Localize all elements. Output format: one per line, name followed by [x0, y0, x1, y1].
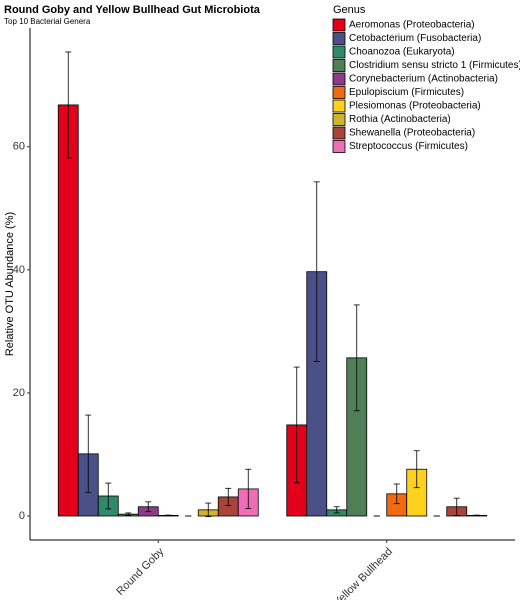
legend-swatch [332, 45, 346, 59]
legend-swatch [332, 140, 346, 153]
error-bar [225, 487, 232, 506]
x-tick-label: Round Goby [114, 545, 167, 598]
legend-swatch [332, 72, 346, 86]
legend-swatch [332, 113, 346, 126]
legend-label: Clostridium sensu stricto 1 (Firmicutes) [349, 60, 520, 71]
error-bar [85, 414, 92, 494]
legend-label: Aeromonas (Proteobacteria) [349, 20, 475, 31]
bar [57, 104, 79, 517]
error-bar [333, 506, 340, 514]
y-tick-label: 20 [13, 387, 25, 399]
legend-swatch [332, 86, 346, 99]
legend-label: Shewanella (Proteobacteria) [349, 128, 475, 139]
legend-label: Cetobacterium (Fusobacteria) [349, 33, 481, 44]
legend-swatch [332, 126, 346, 140]
error-bar [205, 502, 212, 518]
error-bar [413, 450, 420, 489]
legend-swatch [332, 18, 346, 32]
y-tick-label: 0 [19, 510, 25, 522]
chart-title: Round Goby and Yellow Bullhead Gut Micro… [4, 4, 261, 16]
legend-swatch [332, 32, 346, 45]
y-tick-label: 60 [13, 141, 25, 153]
error-bar [245, 468, 252, 510]
error-bar [313, 181, 320, 362]
error-bar [145, 501, 152, 513]
chart-subtitle: Top 10 Bacterial Genera [4, 17, 91, 26]
legend-label: Epulopiscium (Firmicutes) [349, 87, 464, 98]
error-bar [293, 366, 300, 484]
legend-label: Choanozoa (Eukaryota) [349, 47, 455, 58]
legend-swatch [332, 59, 346, 72]
error-bar [65, 51, 72, 159]
y-axis-label: Relative OTU Abundance (%) [4, 212, 16, 356]
x-tick-label: Yellow Bullhead [332, 546, 395, 600]
legend-label: Plesiomonas (Proteobacteria) [349, 101, 481, 112]
error-bar [125, 512, 132, 516]
legend-label: Corynebacterium (Actinobacteria) [349, 74, 498, 85]
legend-title: Genus [333, 4, 366, 16]
error-bar [393, 483, 400, 505]
legend-swatch [332, 99, 346, 113]
error-bar [453, 497, 460, 516]
error-bar [105, 482, 112, 510]
y-tick-label: 40 [13, 264, 25, 276]
error-bar [165, 514, 172, 517]
legend-label: Rothia (Actinobacteria) [349, 114, 451, 125]
error-bar [353, 304, 360, 412]
legend-label: Streptococcus (Firmicutes) [349, 141, 468, 152]
error-bar [473, 514, 480, 517]
